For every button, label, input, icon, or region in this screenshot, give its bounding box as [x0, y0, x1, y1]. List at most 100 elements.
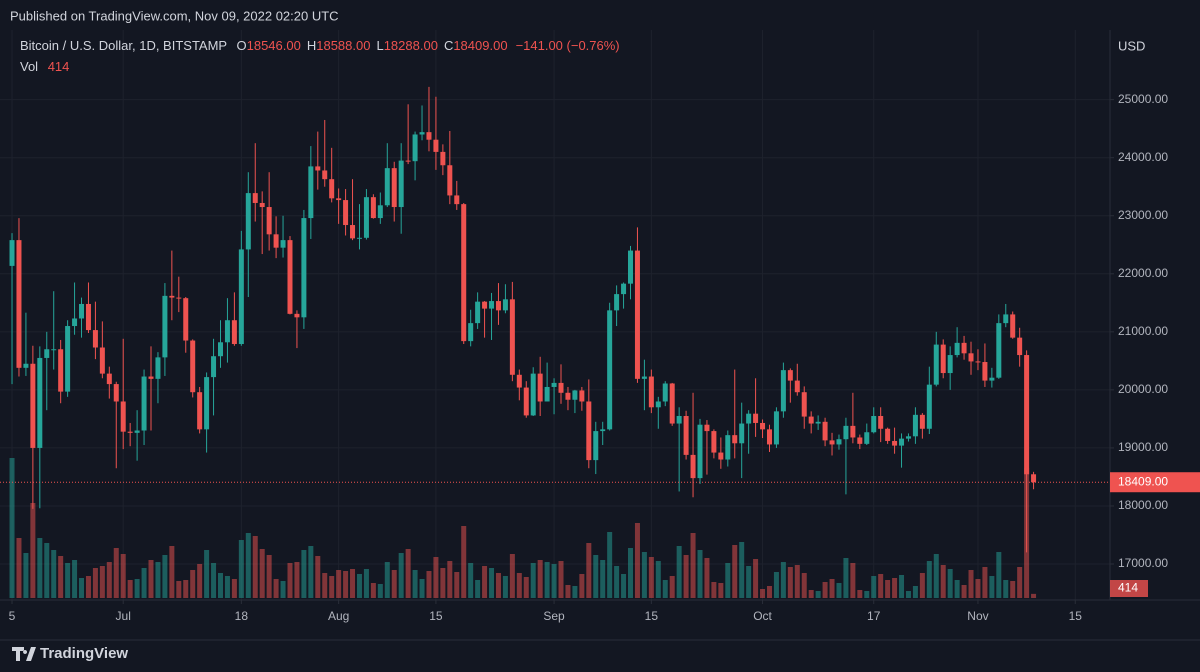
x-tick-label: 15 [645, 609, 659, 623]
candle-body [273, 234, 279, 248]
volume-bar [718, 583, 724, 598]
volume-bar [843, 558, 849, 598]
candle-body [808, 416, 814, 424]
candle-body [634, 250, 640, 379]
volume-bar [120, 554, 126, 598]
volume-bar [65, 563, 71, 598]
candle-body [905, 436, 911, 439]
candle-body [947, 355, 953, 374]
ohlc-value: 18409.00 [453, 38, 507, 53]
volume-bar [885, 580, 891, 598]
candle-body [315, 166, 321, 171]
volume-bar [419, 579, 425, 598]
candle-body [370, 197, 376, 219]
volume-bar [558, 561, 564, 598]
volume-bar [586, 543, 592, 598]
candle-body [919, 414, 925, 429]
volume-bar [871, 576, 877, 598]
volume-bar [926, 561, 932, 598]
volume-bar [433, 557, 439, 598]
candle-body [9, 240, 15, 266]
volume-bar [461, 526, 467, 598]
volume-bar [697, 550, 703, 598]
candle-body [23, 363, 29, 368]
candle-body [878, 415, 884, 429]
candle-body [1031, 474, 1037, 483]
x-tick-label: Jul [116, 609, 131, 623]
candle-body [190, 340, 196, 393]
candle-body [989, 377, 995, 381]
candle-body [579, 390, 585, 402]
volume-bar [989, 576, 995, 598]
candle-body [363, 197, 369, 238]
volume-bar [690, 533, 696, 598]
volume-bar [683, 555, 689, 598]
volume-bar [732, 545, 738, 598]
candle-body [926, 384, 932, 429]
volume-bar [336, 570, 342, 598]
candle-body [885, 428, 891, 441]
candle-body [572, 390, 578, 400]
candle-body [648, 376, 654, 408]
candle-body [287, 240, 293, 314]
candle-body [746, 413, 752, 424]
ohlc-key: H [307, 38, 316, 53]
volume-bar [197, 564, 203, 598]
candle-body [593, 431, 599, 461]
candle-body [940, 344, 946, 374]
candle-body [718, 452, 724, 460]
candle-body [850, 425, 856, 438]
candle-body [461, 204, 467, 342]
volume-bar [231, 579, 237, 598]
volume-bar [454, 572, 460, 598]
candle-body [871, 415, 877, 433]
volume-bar [183, 580, 189, 598]
candle-body [982, 362, 988, 381]
candle-body [641, 376, 647, 379]
volume-bar [780, 562, 786, 598]
x-tick-label: Oct [753, 609, 772, 623]
volume-bar [204, 550, 210, 598]
volume-bar [593, 555, 599, 598]
volume-bar [190, 570, 196, 598]
y-tick-label: 22000.00 [1118, 266, 1168, 280]
volume-bar [1031, 593, 1037, 598]
candle-body [65, 326, 71, 392]
x-tick-label: Sep [543, 609, 565, 623]
volume-bar [787, 567, 793, 598]
candle-body [322, 170, 328, 180]
candle-body [217, 342, 224, 357]
candle-body [44, 349, 50, 358]
candle-body [398, 160, 404, 208]
candle-body [30, 363, 36, 448]
candle-body [37, 357, 43, 448]
footer-brand: TradingView [40, 645, 128, 662]
volume-bar [509, 554, 515, 598]
volume-bar [148, 560, 154, 598]
candle-body [586, 401, 592, 461]
candle-body [343, 200, 349, 226]
ohlc-value: 18588.00 [316, 38, 370, 53]
candle-body [530, 373, 536, 416]
candle-body [204, 377, 210, 430]
volume-bar [155, 562, 161, 598]
volume-bar [217, 573, 224, 598]
volume-bar [266, 555, 272, 598]
volume-bar [919, 573, 925, 598]
y-tick-label: 23000.00 [1118, 208, 1168, 222]
y-tick-label: 19000.00 [1118, 440, 1168, 454]
volume-bar [9, 458, 15, 598]
volume-bar [315, 556, 321, 598]
volume-bar [523, 577, 529, 598]
volume-bar [245, 533, 251, 598]
volume-bar [350, 569, 356, 598]
volume-bar [169, 546, 175, 598]
volume-bar [968, 570, 974, 598]
volume-bar [607, 532, 613, 598]
volume-bar [669, 576, 675, 598]
volume-bar [836, 583, 842, 598]
volume-bar [725, 563, 731, 598]
x-tick-label: 5 [9, 609, 16, 623]
volume-bar [44, 543, 50, 598]
